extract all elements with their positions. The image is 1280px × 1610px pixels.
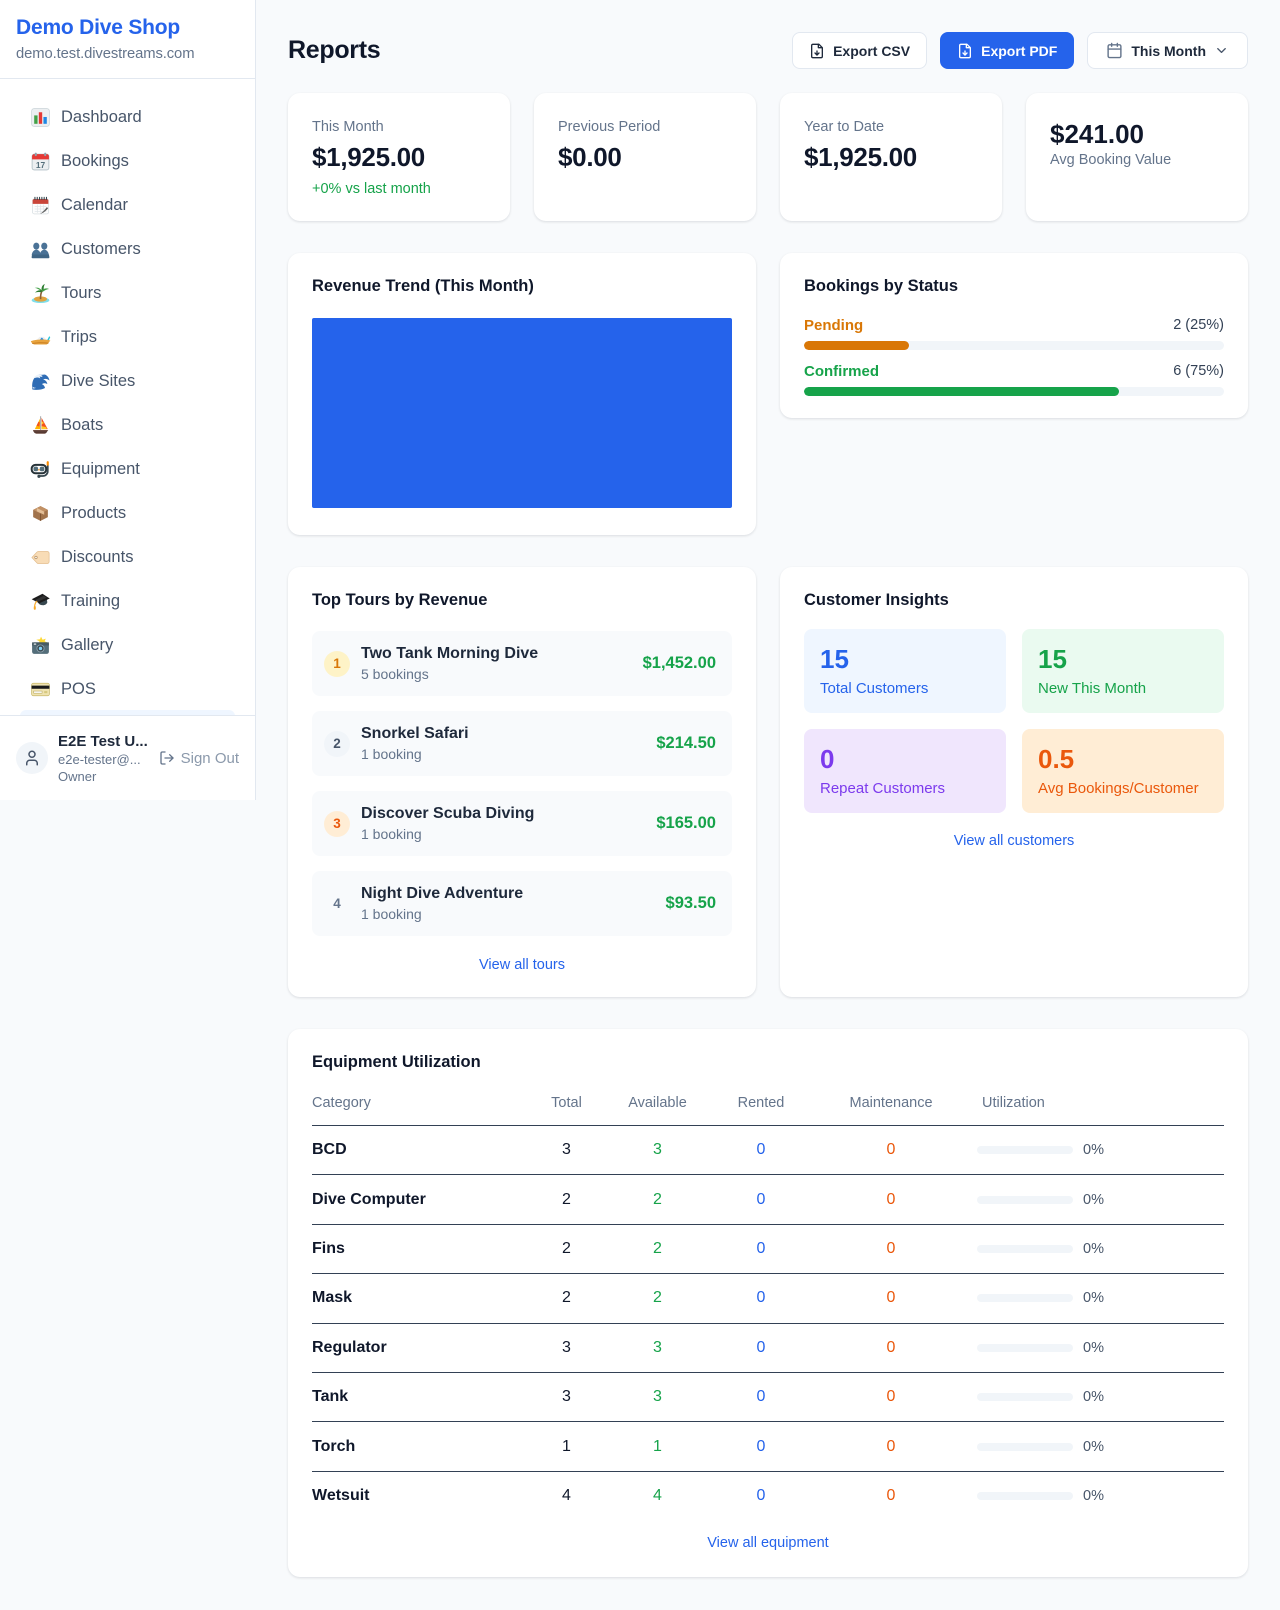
svg-text:17: 17 xyxy=(36,159,46,169)
